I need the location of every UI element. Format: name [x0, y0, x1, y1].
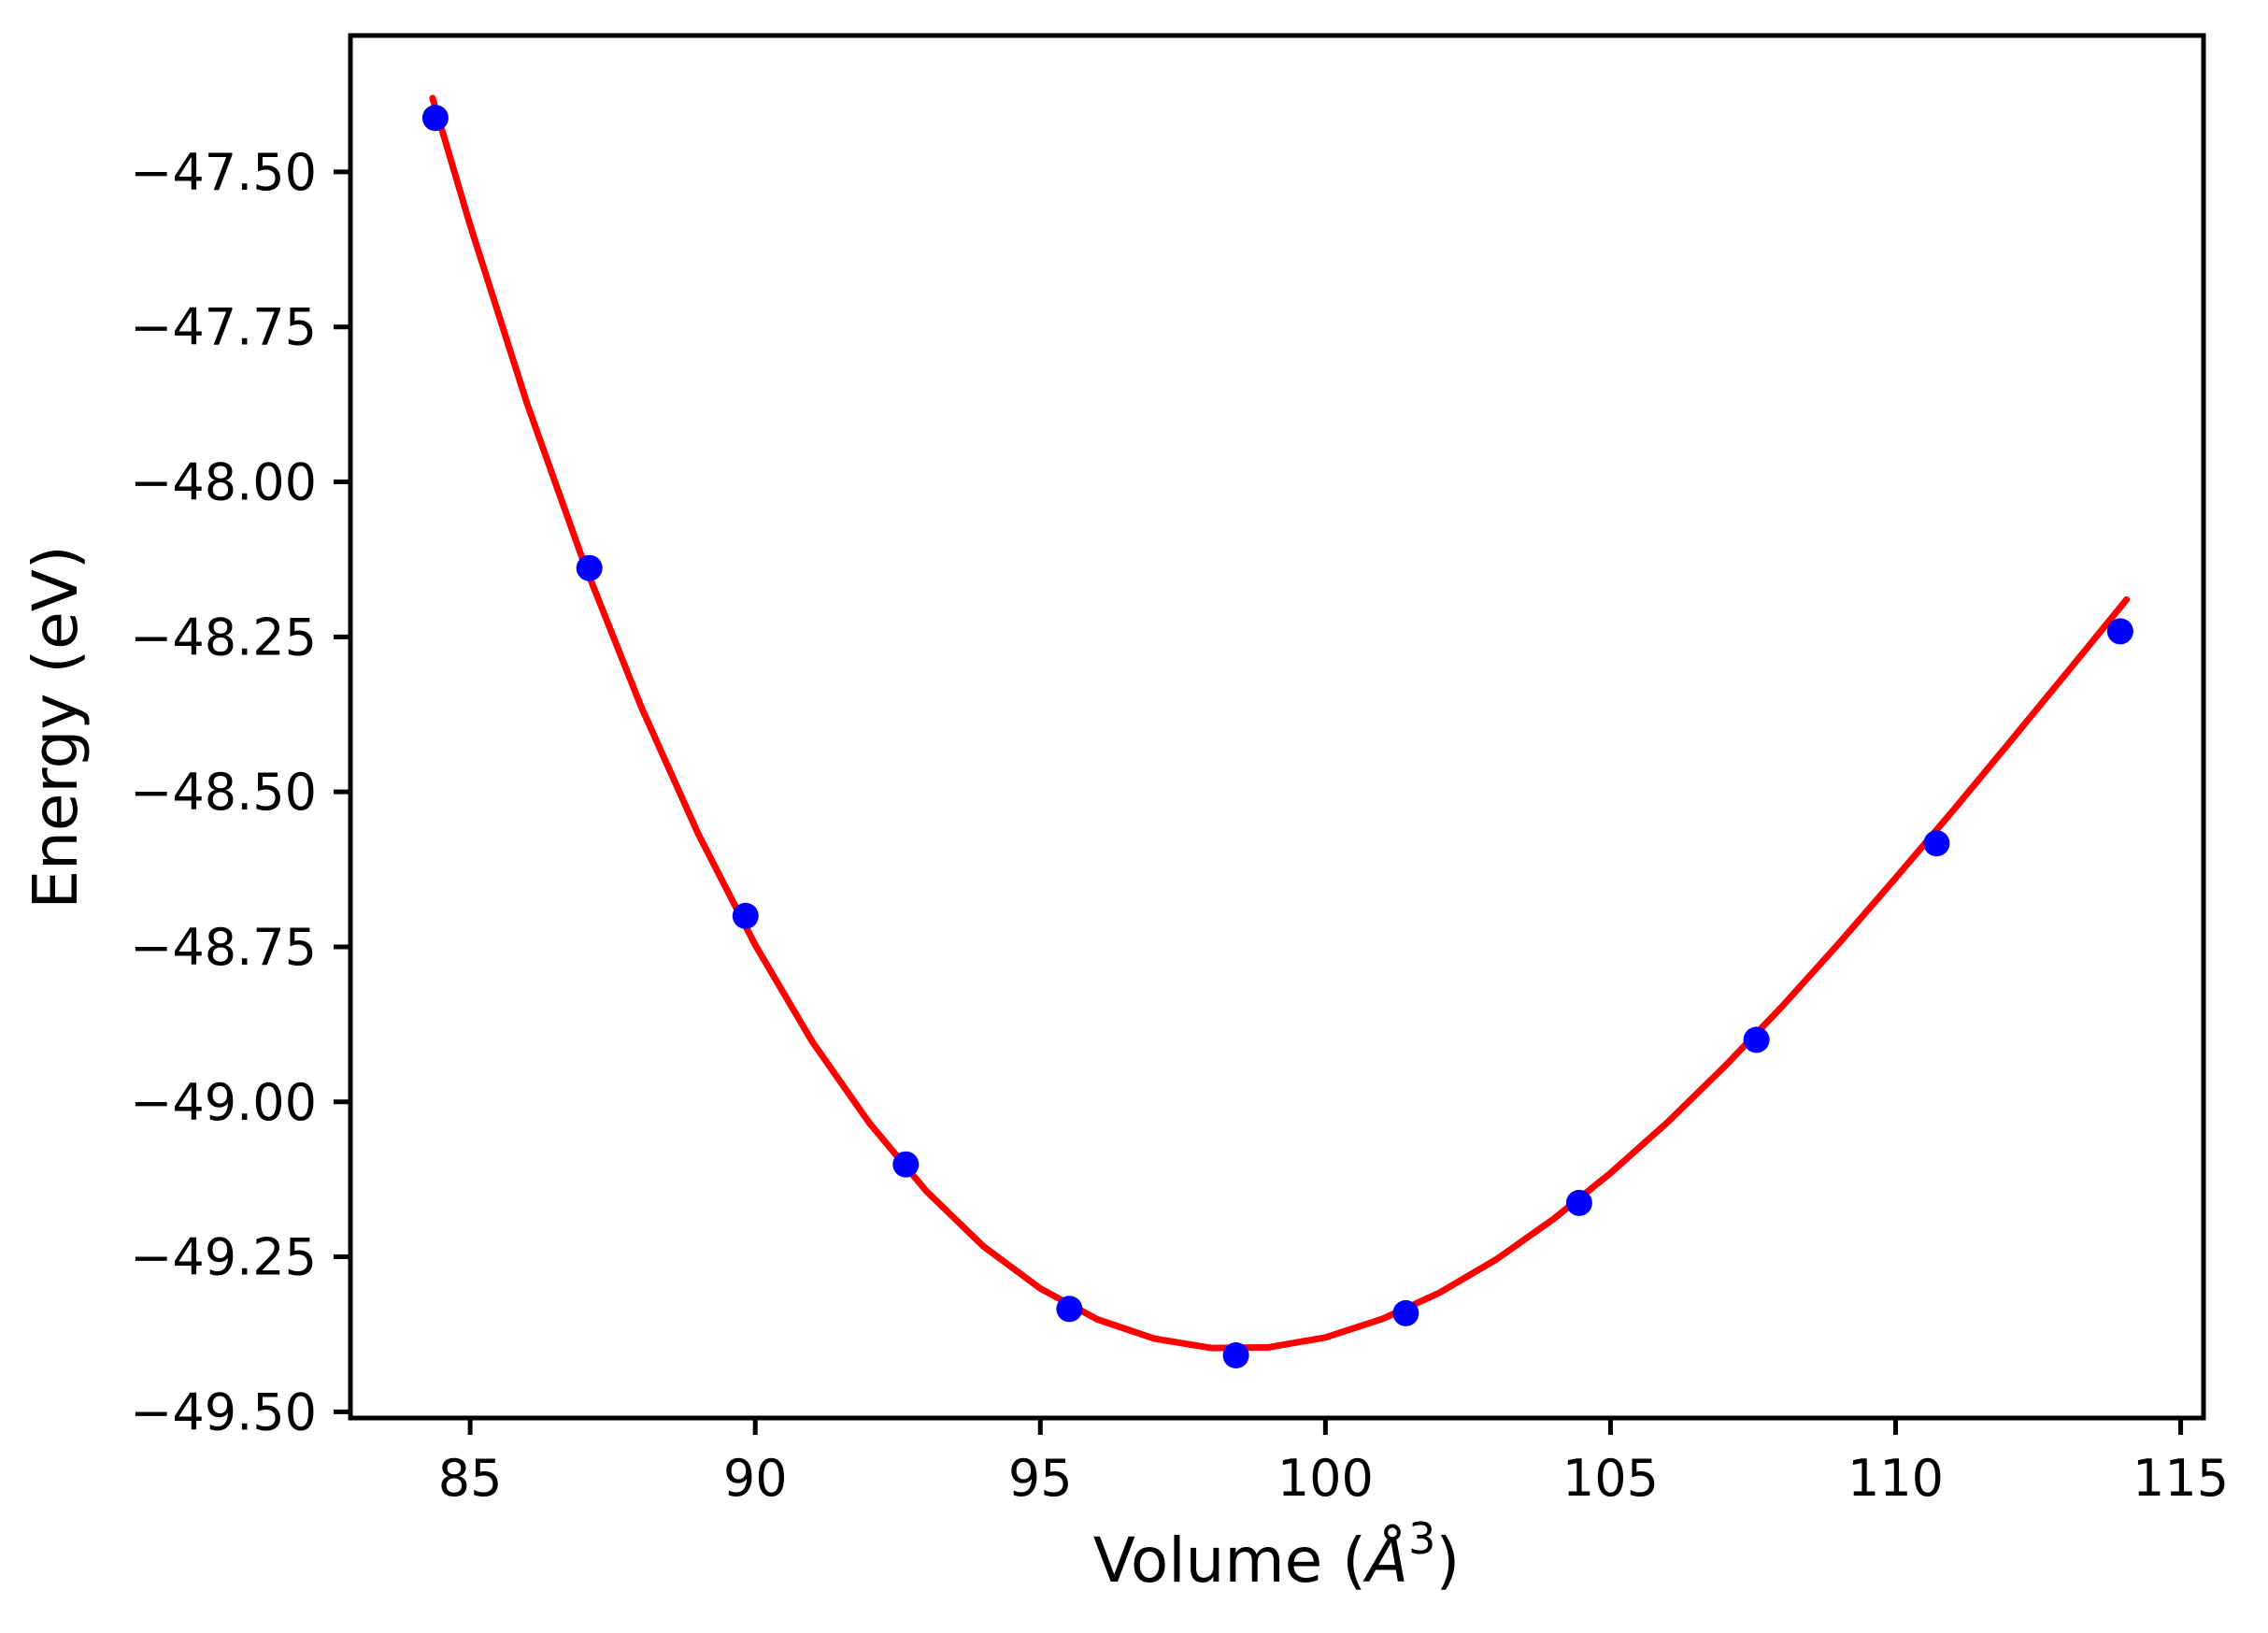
x-tick-label: 115 — [2132, 1449, 2229, 1508]
y-tick-label: −48.25 — [130, 608, 317, 666]
data-point — [1743, 1026, 1770, 1053]
data-point — [892, 1151, 920, 1178]
x-tick-label: 100 — [1277, 1449, 1374, 1508]
y-tick-label: −49.00 — [130, 1073, 317, 1132]
data-point — [1222, 1342, 1249, 1368]
data-point — [1923, 830, 1950, 857]
data-point — [421, 105, 449, 132]
x-axis-label-superscript: 3 — [1408, 1513, 1435, 1564]
x-tick-label: 90 — [723, 1449, 788, 1508]
y-axis-label: Energy (eV) — [20, 545, 92, 909]
y-tick-label: −47.75 — [130, 298, 317, 357]
data-point — [1565, 1189, 1592, 1216]
data-point — [2106, 618, 2133, 645]
x-tick-label: 110 — [1847, 1449, 1944, 1508]
calculated-energies — [421, 105, 2133, 1368]
x-tick-label: 95 — [1008, 1449, 1073, 1508]
y-axis-ticks: −47.50 −47.75 −48.00 −48.25 −48.50 −48.75 −49.… — [130, 143, 350, 1441]
y-tick-label: −47.50 — [130, 143, 317, 202]
y-tick-label: −48.50 — [130, 763, 317, 822]
plot-area — [348, 33, 2206, 1421]
y-tick-label: −48.00 — [130, 453, 317, 512]
x-axis-label: Volume (Å3) — [1093, 1513, 1460, 1597]
x-tick-label: 85 — [438, 1449, 503, 1508]
x-tick-label: 105 — [1562, 1449, 1659, 1508]
y-tick-label: −48.75 — [130, 918, 317, 977]
data-point — [1392, 1299, 1419, 1326]
y-tick-label: −49.25 — [130, 1228, 317, 1287]
eos-fit-curve — [429, 94, 2131, 1352]
x-axis-ticks: 85 90 95 100 105 110 115 — [438, 1418, 2229, 1508]
data-point — [1056, 1296, 1083, 1323]
data-point — [732, 902, 759, 929]
data-point — [576, 554, 603, 581]
y-tick-label: −49.50 — [130, 1382, 317, 1441]
chart-series — [421, 94, 2133, 1368]
